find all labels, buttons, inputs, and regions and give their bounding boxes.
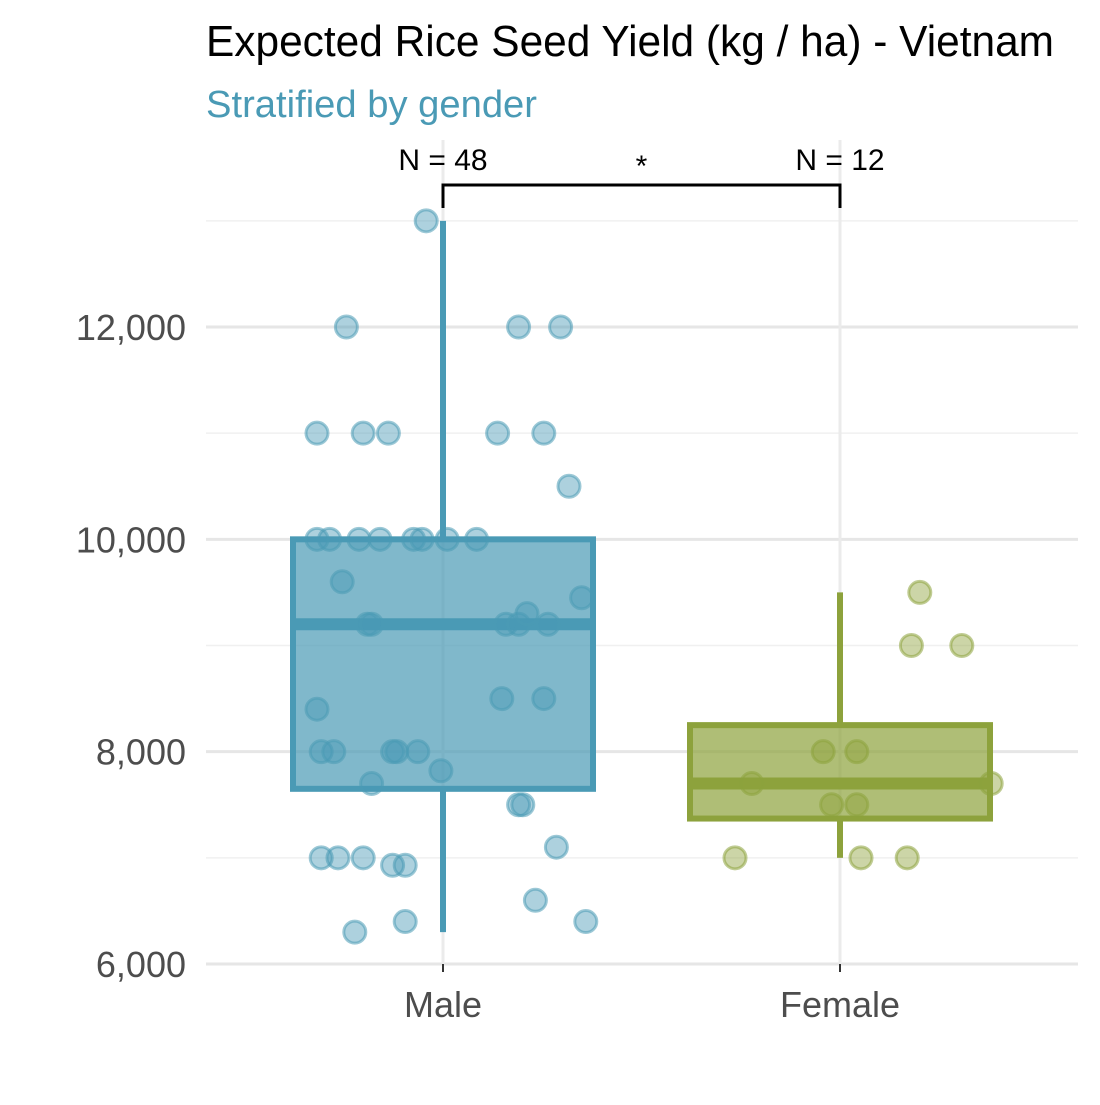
data-point xyxy=(506,314,532,340)
data-point xyxy=(375,420,401,446)
data-point xyxy=(848,845,874,871)
data-point xyxy=(722,845,748,871)
data-point xyxy=(894,845,920,871)
x-tick-label: Female xyxy=(780,984,900,1025)
data-point xyxy=(569,585,595,611)
chart-title: Expected Rice Seed Yield (kg / ha) - Vie… xyxy=(206,17,1054,66)
data-point xyxy=(489,686,515,712)
data-point xyxy=(485,420,511,446)
data-point xyxy=(384,739,410,765)
count-label: N = 48 xyxy=(398,144,487,177)
data-point xyxy=(949,633,975,658)
data-point xyxy=(359,771,385,797)
data-point xyxy=(325,845,351,871)
data-point xyxy=(535,611,561,637)
data-point xyxy=(342,919,368,945)
data-point xyxy=(522,887,548,913)
data-point xyxy=(573,909,599,935)
data-point xyxy=(401,526,427,552)
data-point xyxy=(308,845,334,871)
data-point xyxy=(819,792,845,818)
data-point xyxy=(329,569,355,595)
data-point xyxy=(844,739,870,765)
data-point xyxy=(346,526,372,552)
data-point xyxy=(844,792,870,818)
data-point xyxy=(321,739,347,765)
data-point xyxy=(434,526,460,552)
data-point xyxy=(531,686,557,712)
y-tick-label: 6,000 xyxy=(96,944,186,985)
chart-subtitle: Stratified by gender xyxy=(206,84,537,126)
count-label: N = 12 xyxy=(795,144,884,177)
y-tick-label: 8,000 xyxy=(96,732,186,773)
data-point xyxy=(304,526,330,552)
data-point xyxy=(978,771,1004,797)
data-point xyxy=(333,314,359,340)
data-point xyxy=(898,633,924,658)
data-point xyxy=(543,834,569,860)
axes: 6,000 8,000 10,000 12,000 Male Female xyxy=(76,307,900,1025)
data-point xyxy=(367,526,393,552)
data-point xyxy=(514,601,540,627)
data-point xyxy=(380,852,406,878)
data-point xyxy=(409,526,435,552)
data-point xyxy=(392,852,418,878)
y-tick-label: 10,000 xyxy=(76,519,186,560)
data-point xyxy=(739,771,765,797)
data-points xyxy=(304,208,1004,945)
x-tick-label: Male xyxy=(404,984,482,1025)
significance-label: * xyxy=(636,150,648,183)
data-point xyxy=(304,420,330,446)
data-point xyxy=(428,758,454,784)
data-point xyxy=(531,420,557,446)
data-point xyxy=(548,314,574,340)
data-point xyxy=(359,611,385,637)
data-point xyxy=(493,611,519,637)
significance-bracket: * N = 48 N = 12 xyxy=(398,144,885,208)
data-point xyxy=(308,739,334,765)
data-point xyxy=(810,739,836,765)
data-point xyxy=(556,473,582,499)
data-point xyxy=(304,696,330,722)
data-point xyxy=(392,909,418,935)
data-point xyxy=(405,739,431,765)
data-point xyxy=(510,792,536,818)
data-point xyxy=(413,208,439,234)
y-tick-label: 12,000 xyxy=(76,307,186,348)
data-point xyxy=(350,845,376,871)
significance-bracket-line xyxy=(441,183,842,208)
data-point xyxy=(350,420,376,446)
data-point xyxy=(907,579,933,605)
data-point xyxy=(317,526,343,552)
data-point xyxy=(464,526,490,552)
